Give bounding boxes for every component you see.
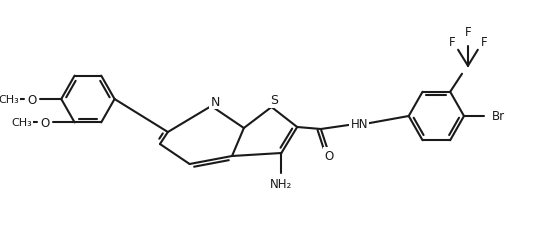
Text: Br: Br [491,110,505,123]
Text: N: N [211,95,220,108]
Text: F: F [464,26,471,38]
Text: O: O [324,149,333,162]
Text: CH₃: CH₃ [11,118,32,128]
Text: CH₃: CH₃ [0,95,19,105]
Text: F: F [481,36,487,49]
Text: F: F [449,36,455,49]
Text: O: O [27,93,36,106]
Text: O: O [40,116,50,129]
Text: S: S [271,94,279,107]
Text: NH₂: NH₂ [270,177,293,190]
Text: HN: HN [350,118,368,131]
